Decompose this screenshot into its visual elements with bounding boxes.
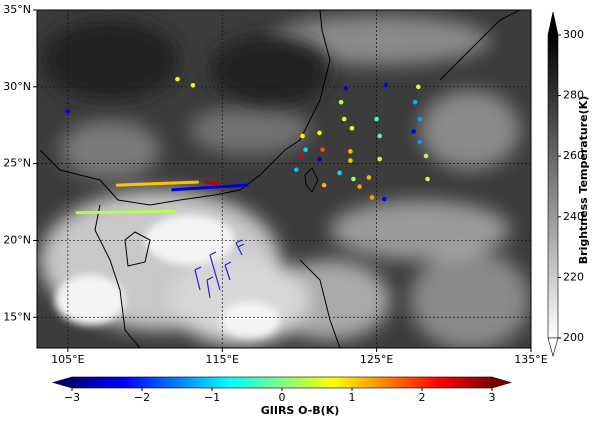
bt-tick-label: 300 <box>563 28 584 41</box>
ob-colorbar <box>71 376 493 389</box>
obs-point <box>411 129 416 134</box>
obs-point <box>417 116 423 122</box>
obs-point <box>341 116 347 122</box>
bt-tick-label: 280 <box>563 89 584 102</box>
ob-tick-label: 0 <box>279 391 286 404</box>
obs-point <box>383 82 389 88</box>
overlay <box>37 10 531 348</box>
obs-point <box>175 76 180 82</box>
ob-colorbar-extend <box>51 376 73 389</box>
obs-point <box>369 195 375 200</box>
lat-tick-label: 35°N <box>3 3 31 16</box>
obs-point <box>423 153 429 159</box>
obs-point <box>374 116 379 122</box>
obs-point <box>320 147 325 153</box>
ob-tick-label: −3 <box>64 391 80 404</box>
track <box>203 180 220 186</box>
ob-tick-label: −1 <box>204 391 220 404</box>
track <box>115 180 200 187</box>
obs-point <box>417 139 423 145</box>
obs-point <box>317 130 322 136</box>
obs-point <box>366 175 372 180</box>
ob-tick-label: 2 <box>419 391 426 404</box>
obs-point <box>321 182 327 188</box>
track <box>75 209 176 215</box>
lat-tick-label: 30°N <box>3 80 31 93</box>
obs-point <box>338 99 344 105</box>
obs-point <box>298 153 304 159</box>
obs-point <box>190 82 196 88</box>
obs-point <box>412 99 418 105</box>
bt-tick-label: 220 <box>563 270 584 283</box>
lon-tick-label: 105°E <box>51 353 84 366</box>
obs-point <box>377 156 383 162</box>
obs-point <box>343 86 349 91</box>
bt-colorbar-label: Brightness Temperature(K) <box>577 96 590 264</box>
ob-colorbar-extend <box>491 376 513 389</box>
obs-point <box>337 170 342 176</box>
obs-point <box>348 149 353 154</box>
lon-tick-label: 125°E <box>360 353 393 366</box>
obs-point <box>317 156 322 162</box>
obs-point <box>303 147 308 153</box>
obs-point <box>357 184 362 189</box>
bt-colorbar-extend <box>547 11 559 36</box>
bt-colorbar <box>547 34 559 339</box>
lat-tick-label: 20°N <box>3 233 31 246</box>
bt-colorbar-extend <box>547 337 559 358</box>
lat-tick-label: 25°N <box>3 157 31 170</box>
ob-tick-label: 3 <box>489 391 496 404</box>
lon-tick-label: 115°E <box>206 353 239 366</box>
obs-point <box>377 133 383 139</box>
lon-tick-label: 135°E <box>514 353 547 366</box>
obs-point <box>348 158 353 163</box>
obs-point <box>382 196 387 202</box>
obs-point <box>65 109 71 114</box>
bt-tick-label: 240 <box>563 210 584 223</box>
obs-point <box>300 133 305 139</box>
obs-point <box>416 84 421 90</box>
bt-tick-label: 260 <box>563 149 584 162</box>
satellite-image <box>37 10 531 348</box>
lat-tick-label: 15°N <box>3 310 31 323</box>
bt-tick-label: 200 <box>563 331 584 344</box>
track <box>171 183 249 192</box>
ob-tick-label: −2 <box>134 391 150 404</box>
ob-colorbar-label: GIIRS O-B(K) <box>261 404 340 417</box>
ob-tick-label: 1 <box>349 391 356 404</box>
obs-point <box>351 176 356 182</box>
obs-point <box>294 167 299 173</box>
obs-point <box>349 126 355 131</box>
obs-point <box>425 176 430 182</box>
